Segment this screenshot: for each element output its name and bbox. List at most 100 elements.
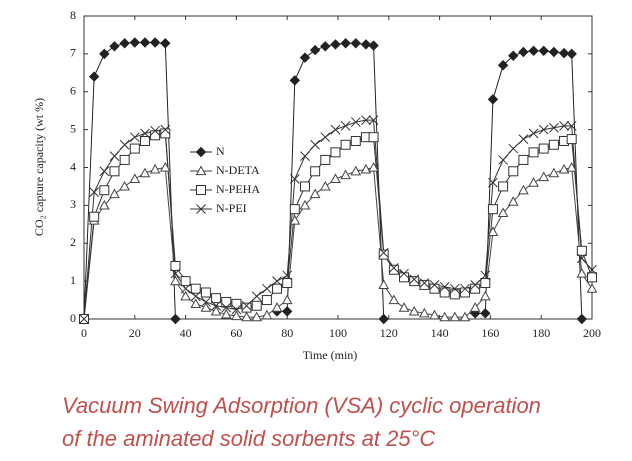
data-point (309, 188, 321, 199)
data-point (119, 180, 130, 191)
data-point (196, 185, 206, 195)
data-point (419, 307, 430, 318)
data-point (361, 115, 371, 126)
data-point (330, 124, 341, 135)
data-point (576, 268, 588, 278)
data-point (498, 181, 509, 192)
data-point (231, 304, 242, 315)
data-point (350, 165, 362, 176)
data-point (528, 147, 539, 158)
caption-line: Vacuum Swing Adsorption (VSA) cyclic ope… (62, 393, 541, 418)
data-point (109, 188, 120, 199)
data-point (429, 280, 440, 290)
data-point (251, 311, 263, 322)
data-point (439, 311, 451, 322)
data-point (139, 37, 151, 48)
data-point (211, 293, 222, 304)
data-point (378, 279, 390, 290)
data-point (109, 166, 120, 177)
data-point (149, 37, 161, 48)
data-point (340, 38, 351, 49)
data-point (497, 207, 509, 218)
data-point (559, 120, 569, 131)
data-point (261, 295, 272, 306)
data-point (350, 135, 361, 146)
data-point (129, 37, 141, 48)
data-point (378, 247, 389, 258)
data-point (518, 154, 529, 165)
data-point (508, 50, 519, 61)
data-point (368, 115, 379, 126)
data-point (419, 279, 430, 290)
data-point (378, 313, 389, 325)
data-point (319, 180, 331, 191)
data-point (119, 139, 130, 150)
data-point (251, 291, 262, 302)
data-point (497, 60, 509, 71)
x-tick-label: 120 (380, 326, 398, 340)
data-point (241, 302, 252, 313)
data-point (99, 185, 110, 196)
data-point (299, 52, 311, 63)
caption-line: of the aminated solid sorbents at 25°C (62, 426, 435, 451)
legend-label: N-DETA (216, 163, 260, 177)
data-point (498, 155, 508, 165)
data-point (488, 177, 498, 188)
y-axis-label: CO₂ capture capacity (wt %) (32, 98, 46, 236)
data-point (195, 146, 207, 158)
y-tick-label: 4 (70, 159, 76, 173)
data-point (439, 281, 450, 292)
data-point (140, 128, 150, 139)
series-line (83, 166, 593, 320)
data-point (320, 154, 331, 165)
data-point (160, 124, 171, 135)
data-point (310, 166, 321, 177)
data-point (460, 287, 470, 298)
data-point (262, 283, 272, 294)
data-point (587, 264, 597, 275)
data-point (139, 167, 151, 178)
data-point (231, 298, 242, 309)
data-point (389, 263, 399, 273)
x-tick-label: 80 (281, 326, 293, 340)
series-line (83, 119, 593, 320)
data-point (528, 128, 539, 139)
x-axis-label: Time (min) (303, 348, 358, 362)
data-point (469, 302, 481, 312)
data-point (330, 147, 341, 158)
data-point (241, 300, 252, 311)
data-point (507, 196, 519, 206)
data-point (419, 278, 430, 288)
data-point (368, 161, 379, 172)
data-point (310, 139, 320, 150)
data-point (576, 245, 587, 256)
data-point (309, 44, 321, 56)
data-point (231, 310, 242, 321)
data-point (480, 278, 491, 289)
data-point (195, 165, 207, 176)
data-point (409, 274, 420, 285)
data-point (350, 38, 361, 49)
y-tick-label: 7 (70, 46, 76, 60)
data-point (487, 204, 498, 215)
data-point (408, 305, 420, 316)
data-point (399, 272, 410, 283)
data-point (320, 132, 331, 143)
data-point (129, 143, 140, 154)
data-point (528, 177, 539, 187)
data-point (221, 302, 232, 313)
y-tick-label: 1 (70, 273, 76, 287)
data-point (360, 39, 372, 50)
data-point (170, 260, 181, 271)
data-point (487, 226, 499, 236)
data-point (508, 143, 519, 154)
data-point (89, 187, 100, 197)
data-point (289, 174, 300, 184)
data-point (449, 283, 460, 294)
data-point (289, 214, 301, 225)
data-point (538, 171, 550, 182)
data-point (566, 120, 577, 131)
data-point (548, 139, 559, 150)
data-point (299, 181, 310, 192)
data-point (129, 132, 140, 143)
